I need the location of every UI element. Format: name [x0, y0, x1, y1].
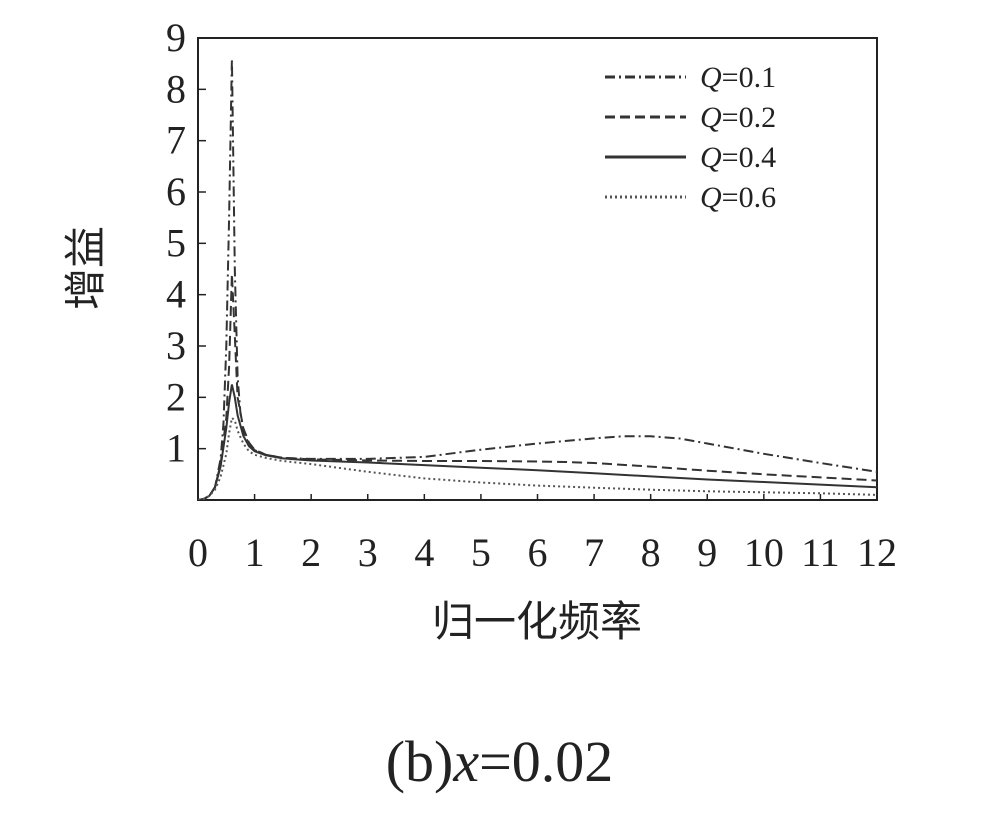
x-axis: 0 1 2 3 4 5 6 7 8 9 10 11 12	[188, 494, 897, 575]
y-tick-label: 8	[166, 66, 186, 111]
legend-q-value: =0.1	[722, 61, 776, 94]
series-line-q-0-2	[198, 274, 877, 500]
legend-q-value: =0.2	[722, 101, 776, 134]
x-tick-label: 6	[528, 530, 548, 575]
series-line-q-0-1	[198, 58, 877, 500]
x-tick-label: 0	[188, 530, 208, 575]
x-tick-label: 3	[358, 530, 378, 575]
y-tick-label: 7	[166, 118, 186, 163]
x-tick-label: 11	[801, 530, 840, 575]
y-axis: 1 2 3 4 5 6 7 8 9	[166, 15, 206, 471]
legend-label-q-0-4: Q=0.4	[700, 141, 776, 174]
x-tick-label: 5	[471, 530, 491, 575]
caption-prefix: (b)	[385, 729, 454, 794]
x-tick-label: 4	[414, 530, 434, 575]
legend-q-symbol: Q	[700, 141, 722, 174]
x-tick-label: 2	[301, 530, 321, 575]
legend-label-q-0-1: Q=0.1	[700, 61, 776, 94]
legend-label-q-0-6: Q=0.6	[700, 181, 776, 214]
y-tick-label: 5	[166, 220, 186, 265]
y-tick-label: 4	[166, 272, 186, 317]
legend-label-q-0-2: Q=0.2	[700, 101, 776, 134]
y-tick-label: 3	[166, 323, 186, 368]
legend-q-value: =0.6	[722, 181, 776, 214]
x-tick-label: 9	[697, 530, 717, 575]
x-tick-label: 8	[641, 530, 661, 575]
y-tick-label: 6	[166, 169, 186, 214]
caption-suffix: =0.02	[479, 729, 614, 794]
legend-q-value: =0.4	[722, 141, 776, 174]
x-tick-label: 10	[744, 530, 784, 575]
x-tick-label: 12	[857, 530, 897, 575]
legend: Q=0.1Q=0.2Q=0.4Q=0.6	[605, 61, 776, 214]
legend-q-symbol: Q	[700, 101, 722, 134]
legend-q-symbol: Q	[700, 61, 722, 94]
y-axis-title: 增益	[61, 226, 110, 310]
series-lines	[198, 58, 877, 500]
legend-q-symbol: Q	[700, 181, 722, 214]
figure-caption: (b)x=0.02	[0, 728, 999, 795]
x-tick-label: 7	[584, 530, 604, 575]
x-axis-title: 归一化频率	[432, 597, 642, 646]
y-tick-label: 1	[166, 426, 186, 471]
x-tick-label: 1	[245, 530, 265, 575]
y-tick-label: 9	[166, 15, 186, 60]
series-line-q-0-4	[198, 384, 877, 500]
caption-variable: x	[453, 729, 480, 794]
y-tick-label: 2	[166, 374, 186, 419]
series-line-q-0-6	[198, 416, 877, 500]
